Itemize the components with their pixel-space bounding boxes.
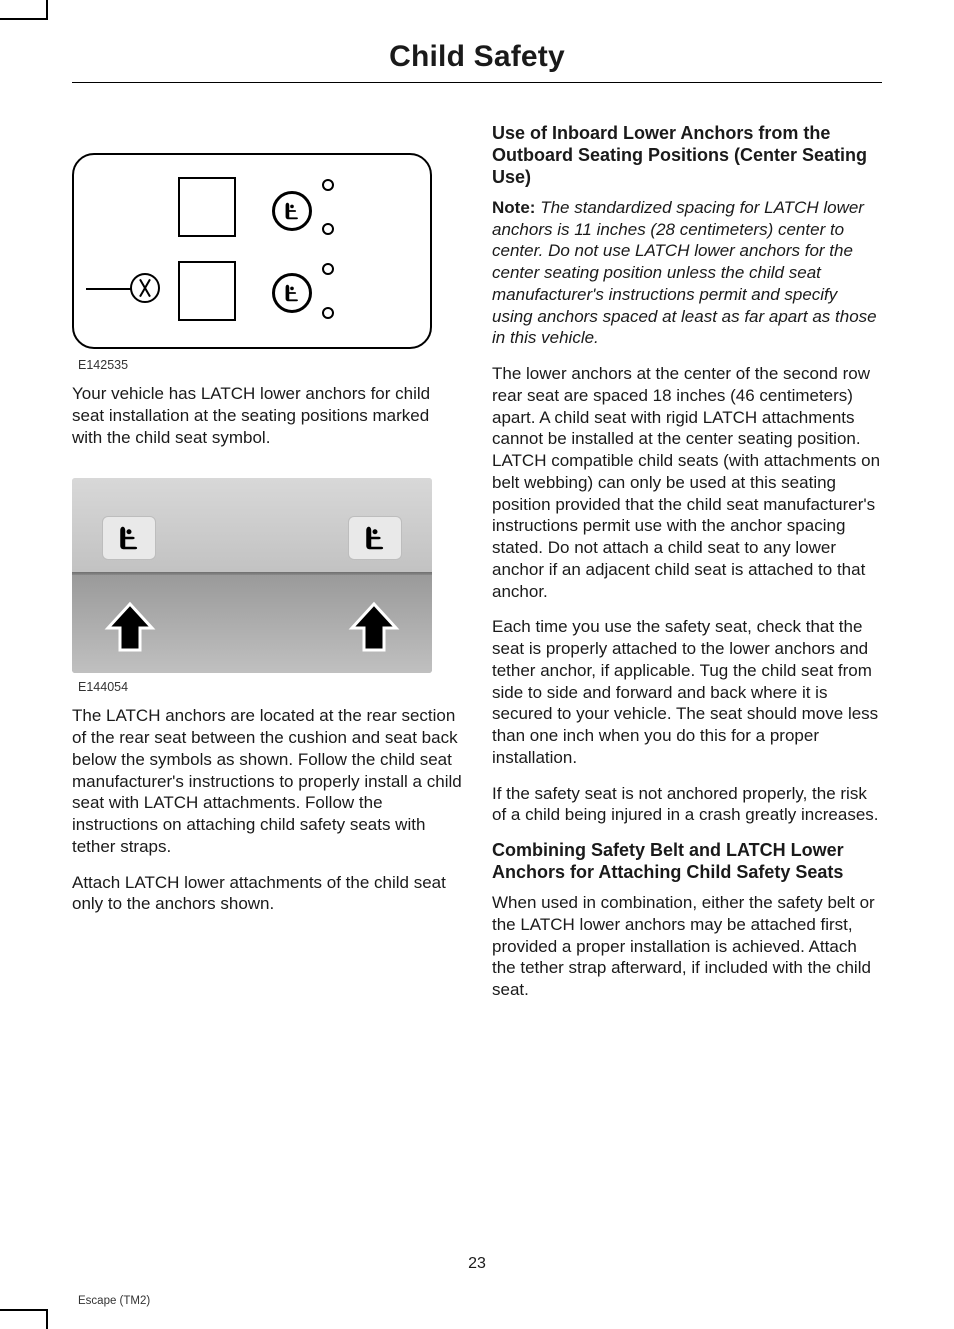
child-seat-tag-icon [102,516,156,560]
child-seat-symbol-icon [272,273,312,313]
crop-mark [0,0,48,20]
body-paragraph: When used in combination, either the saf… [492,892,882,1001]
body-paragraph: The lower anchors at the center of the s… [492,363,882,602]
anchor-tick-icon [322,307,334,319]
body-paragraph: Attach LATCH lower attachments of the ch… [72,872,462,916]
footer-model: Escape (TM2) [78,1295,150,1307]
figure-id: E144054 [78,679,462,695]
child-seat-symbol-icon [272,191,312,231]
figure-seam [72,572,432,575]
right-column: Use of Inboard Lower Anchors from the Ou… [492,123,882,1015]
figure-frame [72,153,432,349]
page-title: Child Safety [72,40,882,83]
note-body: The standardized spacing for LATCH lower… [492,198,877,348]
seat-box [178,177,236,237]
note-paragraph: Note: The standardized spacing for LATCH… [492,197,882,349]
page-number: 23 [0,1255,954,1273]
seat-box [178,261,236,321]
up-arrow-icon [346,600,402,656]
section-heading: Use of Inboard Lower Anchors from the Ou… [492,123,882,189]
buckle-icon [130,273,160,303]
diagram-line [86,288,132,290]
crop-mark [0,1309,48,1329]
body-paragraph: If the safety seat is not anchored prope… [492,783,882,827]
body-paragraph: The LATCH anchors are located at the rea… [72,705,462,857]
figure-seat-layout [72,153,432,349]
left-column: E142535 Your vehicle has LATCH lower anc… [72,123,462,1015]
figure-id: E142535 [78,357,462,373]
section-heading: Combining Safety Belt and LATCH Lower An… [492,840,882,884]
figure-latch-anchors [72,478,432,673]
child-seat-tag-icon [348,516,402,560]
body-paragraph: Each time you use the safety seat, check… [492,616,882,768]
anchor-tick-icon [322,179,334,191]
two-column-layout: E142535 Your vehicle has LATCH lower anc… [72,123,882,1015]
note-label: Note: [492,198,535,217]
anchor-tick-icon [322,223,334,235]
anchor-tick-icon [322,263,334,275]
body-paragraph: Your vehicle has LATCH lower anchors for… [72,383,462,448]
up-arrow-icon [102,600,158,656]
page-content: Child Safety E1425 [72,40,882,1015]
